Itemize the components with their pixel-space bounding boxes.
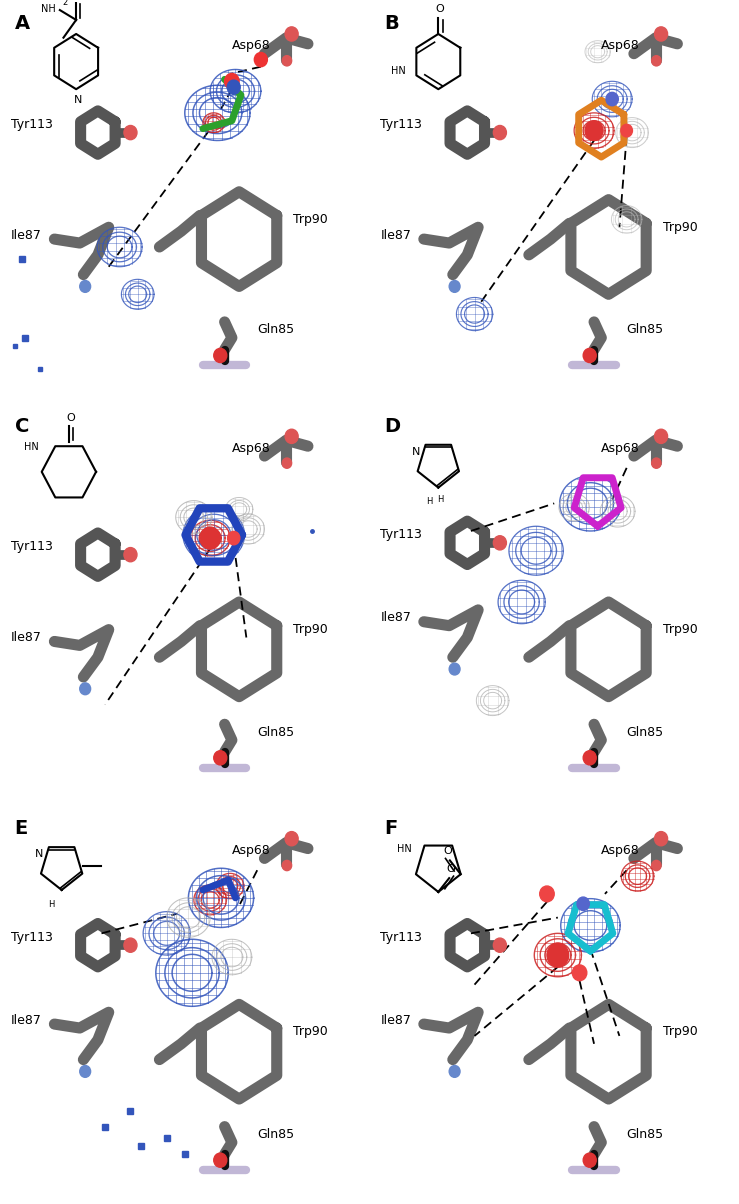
- Text: N: N: [35, 850, 44, 860]
- Text: Ile87: Ile87: [381, 1014, 411, 1027]
- Circle shape: [652, 458, 661, 468]
- Text: Asp68: Asp68: [602, 844, 640, 857]
- Circle shape: [585, 120, 603, 141]
- Circle shape: [449, 1066, 460, 1078]
- Circle shape: [214, 1153, 227, 1167]
- Circle shape: [282, 458, 292, 468]
- Circle shape: [583, 348, 596, 362]
- Text: H: H: [437, 496, 443, 504]
- Circle shape: [214, 348, 227, 362]
- Text: A: A: [15, 14, 30, 34]
- Text: Trp90: Trp90: [293, 1026, 328, 1039]
- Circle shape: [449, 663, 460, 675]
- Text: H: H: [48, 899, 55, 909]
- Circle shape: [282, 55, 292, 66]
- Text: Asp68: Asp68: [232, 844, 270, 857]
- Circle shape: [621, 124, 633, 137]
- Text: O: O: [67, 413, 75, 423]
- Circle shape: [494, 125, 506, 140]
- Circle shape: [655, 429, 667, 443]
- Text: Gln85: Gln85: [627, 1128, 664, 1141]
- Text: HN: HN: [391, 66, 406, 76]
- Text: Gln85: Gln85: [627, 726, 664, 739]
- Circle shape: [583, 1153, 596, 1167]
- Text: B: B: [384, 14, 399, 34]
- Circle shape: [124, 938, 137, 952]
- Circle shape: [652, 861, 661, 870]
- Text: HN: HN: [24, 442, 39, 453]
- Text: Ile87: Ile87: [11, 1014, 42, 1027]
- Circle shape: [494, 536, 506, 550]
- Text: Tyr113: Tyr113: [11, 118, 52, 131]
- Text: Tyr113: Tyr113: [11, 541, 52, 554]
- Circle shape: [254, 53, 268, 66]
- Text: Trp90: Trp90: [293, 213, 328, 226]
- Circle shape: [655, 832, 667, 845]
- Text: O: O: [446, 864, 455, 874]
- Text: O: O: [443, 846, 452, 856]
- Text: Ile87: Ile87: [11, 229, 42, 242]
- Text: Gln85: Gln85: [627, 324, 664, 336]
- Text: Trp90: Trp90: [663, 220, 698, 234]
- Circle shape: [539, 886, 554, 902]
- Circle shape: [282, 861, 292, 870]
- Circle shape: [655, 26, 667, 41]
- Circle shape: [285, 429, 298, 443]
- Circle shape: [124, 125, 137, 140]
- Circle shape: [494, 938, 506, 952]
- Circle shape: [652, 55, 661, 66]
- Text: F: F: [384, 819, 398, 838]
- Text: Ile87: Ile87: [11, 631, 42, 644]
- Circle shape: [285, 26, 298, 41]
- Text: N: N: [436, 490, 444, 500]
- Text: C: C: [15, 417, 29, 436]
- Text: H: H: [426, 497, 433, 507]
- Circle shape: [80, 683, 91, 695]
- Circle shape: [80, 281, 91, 293]
- Circle shape: [285, 832, 298, 845]
- Circle shape: [606, 93, 619, 106]
- Circle shape: [577, 897, 589, 910]
- Circle shape: [547, 943, 569, 967]
- Text: Tyr113: Tyr113: [381, 118, 422, 131]
- Text: Gln85: Gln85: [257, 726, 294, 739]
- Text: NH: NH: [41, 5, 56, 14]
- Circle shape: [214, 751, 227, 765]
- Text: D: D: [384, 417, 400, 436]
- Text: Tyr113: Tyr113: [11, 931, 52, 944]
- Circle shape: [124, 548, 137, 562]
- Text: Tyr113: Tyr113: [381, 529, 422, 542]
- Text: Trp90: Trp90: [663, 1026, 698, 1039]
- Text: Tyr113: Tyr113: [381, 931, 422, 944]
- Circle shape: [572, 964, 587, 981]
- Text: O: O: [436, 5, 444, 14]
- Text: HN: HN: [397, 844, 412, 855]
- Text: Asp68: Asp68: [232, 442, 270, 455]
- Circle shape: [225, 73, 239, 89]
- Text: 2: 2: [63, 0, 68, 7]
- Text: Asp68: Asp68: [602, 442, 640, 455]
- Circle shape: [449, 281, 460, 293]
- Circle shape: [228, 531, 240, 544]
- Circle shape: [200, 527, 220, 549]
- Text: Trp90: Trp90: [663, 624, 698, 636]
- Circle shape: [80, 1066, 91, 1078]
- Text: E: E: [15, 819, 28, 838]
- Text: Trp90: Trp90: [293, 624, 328, 636]
- Circle shape: [227, 81, 240, 94]
- Text: N: N: [74, 95, 82, 105]
- Text: Asp68: Asp68: [602, 40, 640, 52]
- Text: Ile87: Ile87: [381, 612, 411, 625]
- Text: Gln85: Gln85: [257, 1128, 294, 1141]
- Text: Gln85: Gln85: [257, 324, 294, 336]
- Text: Ile87: Ile87: [381, 229, 411, 242]
- Circle shape: [583, 751, 596, 765]
- Text: N: N: [412, 447, 420, 458]
- Text: Asp68: Asp68: [232, 40, 270, 52]
